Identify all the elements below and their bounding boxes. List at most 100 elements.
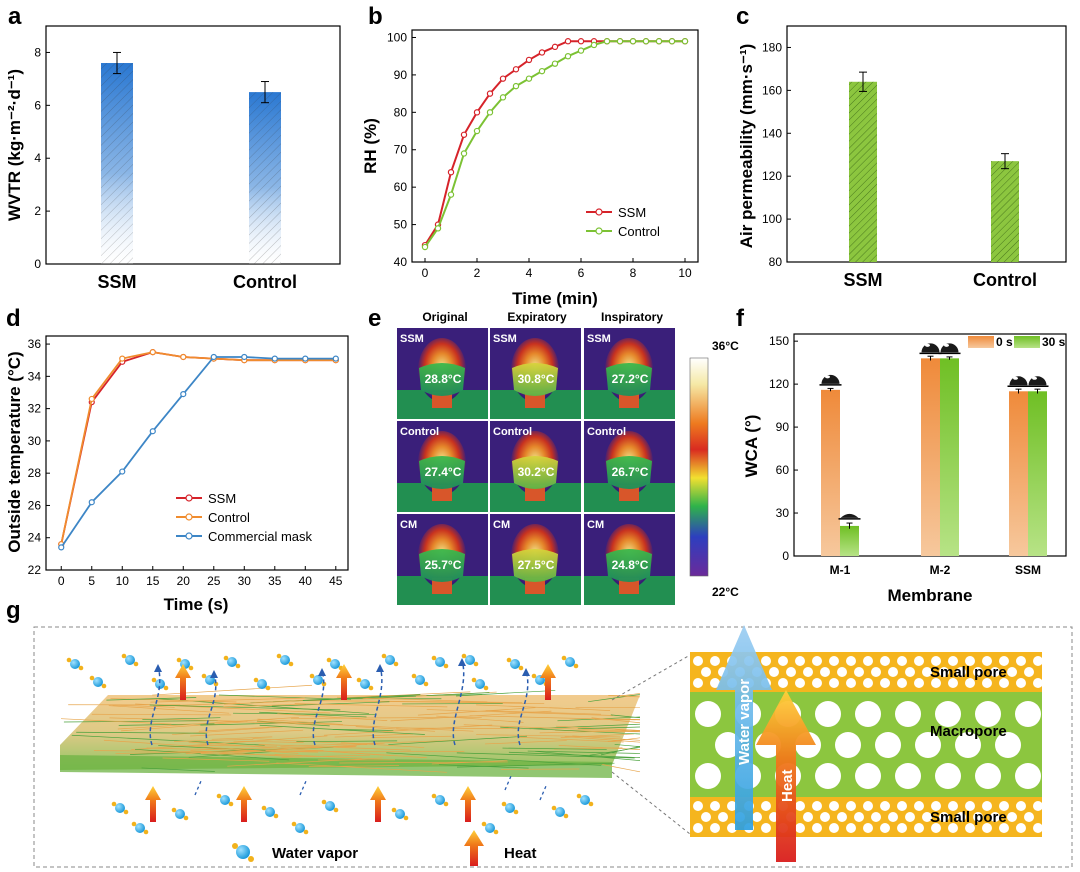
y-tick-label: 150	[769, 334, 789, 348]
fiber	[232, 712, 377, 716]
thermal-temperature: 28.8°C	[425, 372, 462, 386]
x-tick-label: 0	[58, 574, 65, 588]
schematic-panel: Water vapor Heat Small pore Macropore Sm…	[33, 625, 1073, 868]
data-point	[473, 127, 481, 135]
small-pore	[693, 656, 703, 666]
data-point	[525, 75, 533, 82]
small-pore	[727, 801, 737, 811]
water-molecule-icon	[261, 805, 279, 819]
small-pore	[846, 801, 856, 811]
fiber	[426, 692, 490, 696]
small-pore	[837, 812, 847, 822]
panel-label-f: f	[736, 305, 745, 332]
hydrogen-atom	[551, 805, 557, 811]
small-pore	[999, 678, 1009, 688]
fiber	[485, 710, 602, 715]
small-pore	[973, 812, 983, 822]
fiber	[76, 731, 208, 734]
fiber	[607, 737, 641, 743]
oxygen-atom	[155, 679, 165, 689]
water-molecule-icon	[121, 653, 139, 667]
fiber	[577, 726, 641, 730]
oxygen-atom	[325, 801, 335, 811]
series-line	[60, 356, 336, 548]
fiber	[600, 746, 641, 756]
water-molecule-icon	[89, 675, 107, 689]
heat-arrow-icon	[540, 664, 556, 700]
data-point	[512, 82, 520, 90]
series-line	[60, 351, 336, 545]
water-molecule-icon	[561, 655, 579, 669]
water-molecule-icon	[576, 793, 594, 807]
hydrogen-atom	[151, 677, 157, 683]
small-pore	[701, 667, 711, 677]
mask	[512, 456, 558, 489]
heat-arrows	[145, 664, 556, 822]
oxygen-atom	[295, 823, 305, 833]
droplet-icon	[1009, 376, 1028, 386]
y-tick-label: 34	[28, 369, 42, 383]
thermal-row-label: Control	[493, 426, 532, 438]
hydrogen-atom	[473, 661, 479, 667]
water-molecule-icon	[321, 799, 339, 813]
data-point	[460, 131, 468, 138]
droplet-icon	[921, 343, 940, 353]
small-pore	[761, 823, 771, 833]
thermal-row-label: Control	[400, 426, 439, 438]
fiber	[535, 750, 641, 761]
panel-label-g: g	[6, 597, 21, 624]
water-molecule-icon	[506, 657, 524, 671]
y-tick-label: 2	[34, 204, 41, 218]
thermal-cell: Control 27.4°C	[397, 421, 488, 512]
small-pore	[999, 801, 1009, 811]
fiber	[117, 716, 299, 730]
oxygen-atom	[435, 657, 445, 667]
vapor-arrowhead-icon	[318, 668, 326, 676]
fiber	[256, 720, 474, 732]
small-pore	[931, 656, 941, 666]
fiber	[396, 727, 517, 730]
panel-label-b: b	[368, 3, 383, 30]
x-tick-label: 25	[207, 574, 221, 588]
thermal-row-label: CM	[400, 519, 417, 531]
water-molecule-icon	[431, 655, 449, 669]
fiber	[108, 705, 230, 714]
y-tick-label: 80	[394, 105, 408, 119]
hydrogen-atom	[411, 673, 417, 679]
fiber	[608, 695, 641, 698]
hydrogen-atom	[588, 801, 594, 807]
hydrogen-atom	[471, 677, 477, 683]
x-category-label: SSM	[97, 272, 136, 292]
droplet-highlight-icon	[944, 343, 949, 347]
y-tick-label: 60	[776, 463, 790, 477]
small-pore	[914, 656, 924, 666]
water-molecule-icon	[66, 657, 84, 671]
neck	[432, 485, 452, 501]
water-molecule-icon	[276, 653, 294, 667]
thermal-row-label: SSM	[587, 333, 611, 345]
fiber	[224, 700, 303, 705]
data-point	[88, 395, 95, 403]
oxygen-atom	[227, 657, 237, 667]
data-point	[525, 56, 533, 64]
small-pore	[897, 801, 907, 811]
small-pore	[897, 678, 907, 688]
small-pore	[948, 823, 958, 833]
oxygen-atom	[555, 807, 565, 817]
mask	[419, 363, 465, 396]
small-pore	[880, 678, 890, 688]
legend-swatch	[968, 336, 994, 348]
fiber	[588, 694, 641, 703]
y-axis-label: WCA (°)	[742, 415, 761, 478]
fiber	[539, 730, 641, 734]
small-pore	[880, 801, 890, 811]
small-pore	[1016, 678, 1026, 688]
water-molecule-icon	[171, 807, 189, 821]
vapor-path	[194, 780, 202, 796]
x-category-label: Control	[233, 272, 297, 292]
small-pore	[710, 823, 720, 833]
fiber	[115, 750, 324, 754]
macropore	[835, 732, 861, 758]
small-pore	[718, 812, 728, 822]
fiber	[463, 724, 641, 732]
